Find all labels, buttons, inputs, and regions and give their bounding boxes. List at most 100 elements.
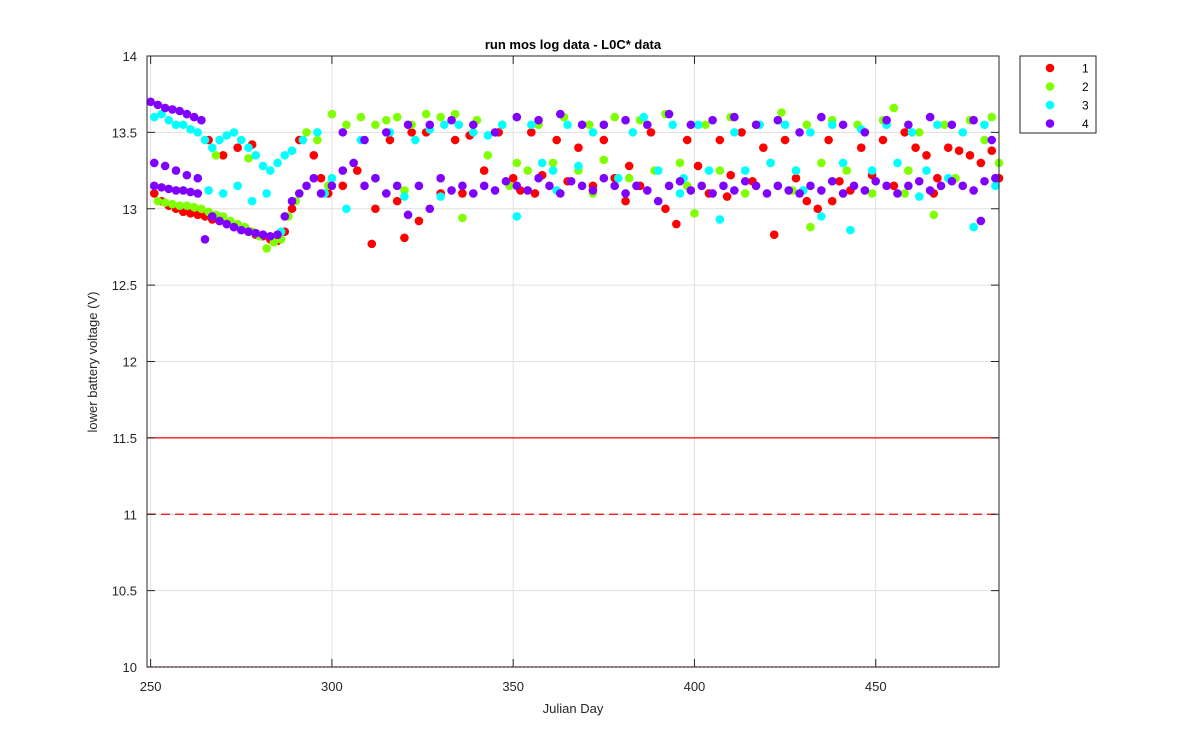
data-point bbox=[980, 120, 989, 130]
data-point bbox=[878, 135, 888, 145]
data-point bbox=[628, 128, 638, 137]
data-point bbox=[468, 128, 478, 137]
data-point bbox=[715, 135, 725, 145]
data-point bbox=[980, 135, 989, 145]
data-point bbox=[425, 204, 435, 214]
data-point bbox=[664, 109, 674, 119]
data-point bbox=[621, 189, 630, 198]
data-point bbox=[186, 125, 195, 134]
data-point bbox=[512, 112, 522, 122]
data-point bbox=[769, 230, 779, 240]
data-point bbox=[447, 186, 456, 195]
data-point bbox=[352, 166, 362, 175]
data-point bbox=[726, 170, 736, 180]
data-point bbox=[719, 181, 728, 191]
data-point bbox=[153, 196, 163, 206]
data-point bbox=[991, 173, 1000, 183]
data-point bbox=[400, 233, 409, 243]
data-point bbox=[817, 158, 826, 168]
data-point bbox=[381, 189, 391, 198]
data-point bbox=[969, 115, 978, 125]
y-tick-label: 11 bbox=[124, 507, 138, 522]
data-points bbox=[146, 97, 1004, 253]
data-point bbox=[574, 143, 583, 152]
data-point bbox=[483, 131, 493, 140]
data-point bbox=[439, 120, 449, 130]
data-point bbox=[780, 120, 790, 130]
data-point bbox=[813, 204, 823, 214]
data-point bbox=[168, 199, 177, 209]
data-point bbox=[806, 181, 815, 191]
data-point bbox=[675, 158, 685, 168]
data-point bbox=[392, 112, 402, 122]
data-point bbox=[904, 166, 913, 175]
data-point bbox=[523, 166, 532, 175]
data-point bbox=[806, 128, 815, 137]
data-point bbox=[407, 128, 416, 137]
data-point bbox=[846, 225, 855, 235]
data-point bbox=[182, 170, 192, 180]
data-point bbox=[842, 166, 852, 175]
data-point bbox=[882, 115, 891, 125]
data-point bbox=[621, 196, 630, 206]
data-point bbox=[838, 158, 848, 168]
data-point bbox=[987, 146, 997, 156]
data-point bbox=[149, 112, 159, 122]
data-point bbox=[367, 239, 377, 249]
data-point bbox=[943, 143, 953, 152]
data-point bbox=[639, 112, 648, 122]
data-point bbox=[233, 143, 242, 152]
data-point bbox=[893, 158, 902, 168]
data-point bbox=[287, 204, 297, 214]
data-point bbox=[610, 181, 619, 191]
y-axis-title: lower battery voltage (V) bbox=[85, 292, 100, 433]
data-point bbox=[751, 181, 761, 191]
data-point bbox=[958, 181, 968, 191]
data-point bbox=[200, 135, 210, 145]
data-point bbox=[610, 112, 619, 122]
data-point bbox=[740, 166, 750, 175]
data-point bbox=[287, 196, 297, 206]
data-point bbox=[585, 120, 594, 130]
data-point bbox=[392, 181, 402, 191]
legend-label: 3 bbox=[1082, 99, 1089, 113]
data-point bbox=[490, 186, 500, 195]
data-point bbox=[817, 112, 826, 122]
data-point bbox=[624, 173, 634, 183]
x-tick-label: 400 bbox=[684, 679, 706, 694]
data-point bbox=[682, 135, 692, 145]
data-point bbox=[313, 135, 322, 145]
legend-marker bbox=[1045, 119, 1055, 128]
data-point bbox=[527, 128, 536, 137]
data-point bbox=[827, 196, 837, 206]
data-point bbox=[182, 201, 192, 210]
data-point bbox=[907, 128, 917, 137]
data-point bbox=[287, 146, 297, 156]
data-point bbox=[914, 192, 924, 201]
data-point bbox=[381, 115, 391, 125]
data-point bbox=[436, 192, 445, 201]
data-point bbox=[987, 112, 997, 122]
data-point bbox=[802, 196, 812, 206]
data-point bbox=[160, 198, 170, 207]
data-point bbox=[947, 176, 957, 186]
legend-box bbox=[1019, 55, 1097, 134]
data-point bbox=[922, 150, 931, 160]
data-point bbox=[450, 135, 460, 145]
data-point bbox=[849, 181, 859, 191]
data-point bbox=[904, 181, 913, 191]
data-point bbox=[360, 135, 369, 145]
data-point bbox=[838, 120, 848, 130]
x-tick-label: 250 bbox=[140, 679, 162, 694]
data-point bbox=[381, 128, 391, 137]
data-point bbox=[751, 120, 761, 130]
data-point bbox=[244, 143, 253, 152]
data-point bbox=[740, 189, 750, 198]
data-point bbox=[294, 189, 304, 198]
data-point bbox=[327, 173, 337, 183]
data-point bbox=[795, 189, 804, 198]
data-point bbox=[817, 186, 826, 195]
data-point bbox=[777, 108, 786, 117]
data-point bbox=[302, 181, 311, 191]
data-point bbox=[925, 186, 935, 195]
